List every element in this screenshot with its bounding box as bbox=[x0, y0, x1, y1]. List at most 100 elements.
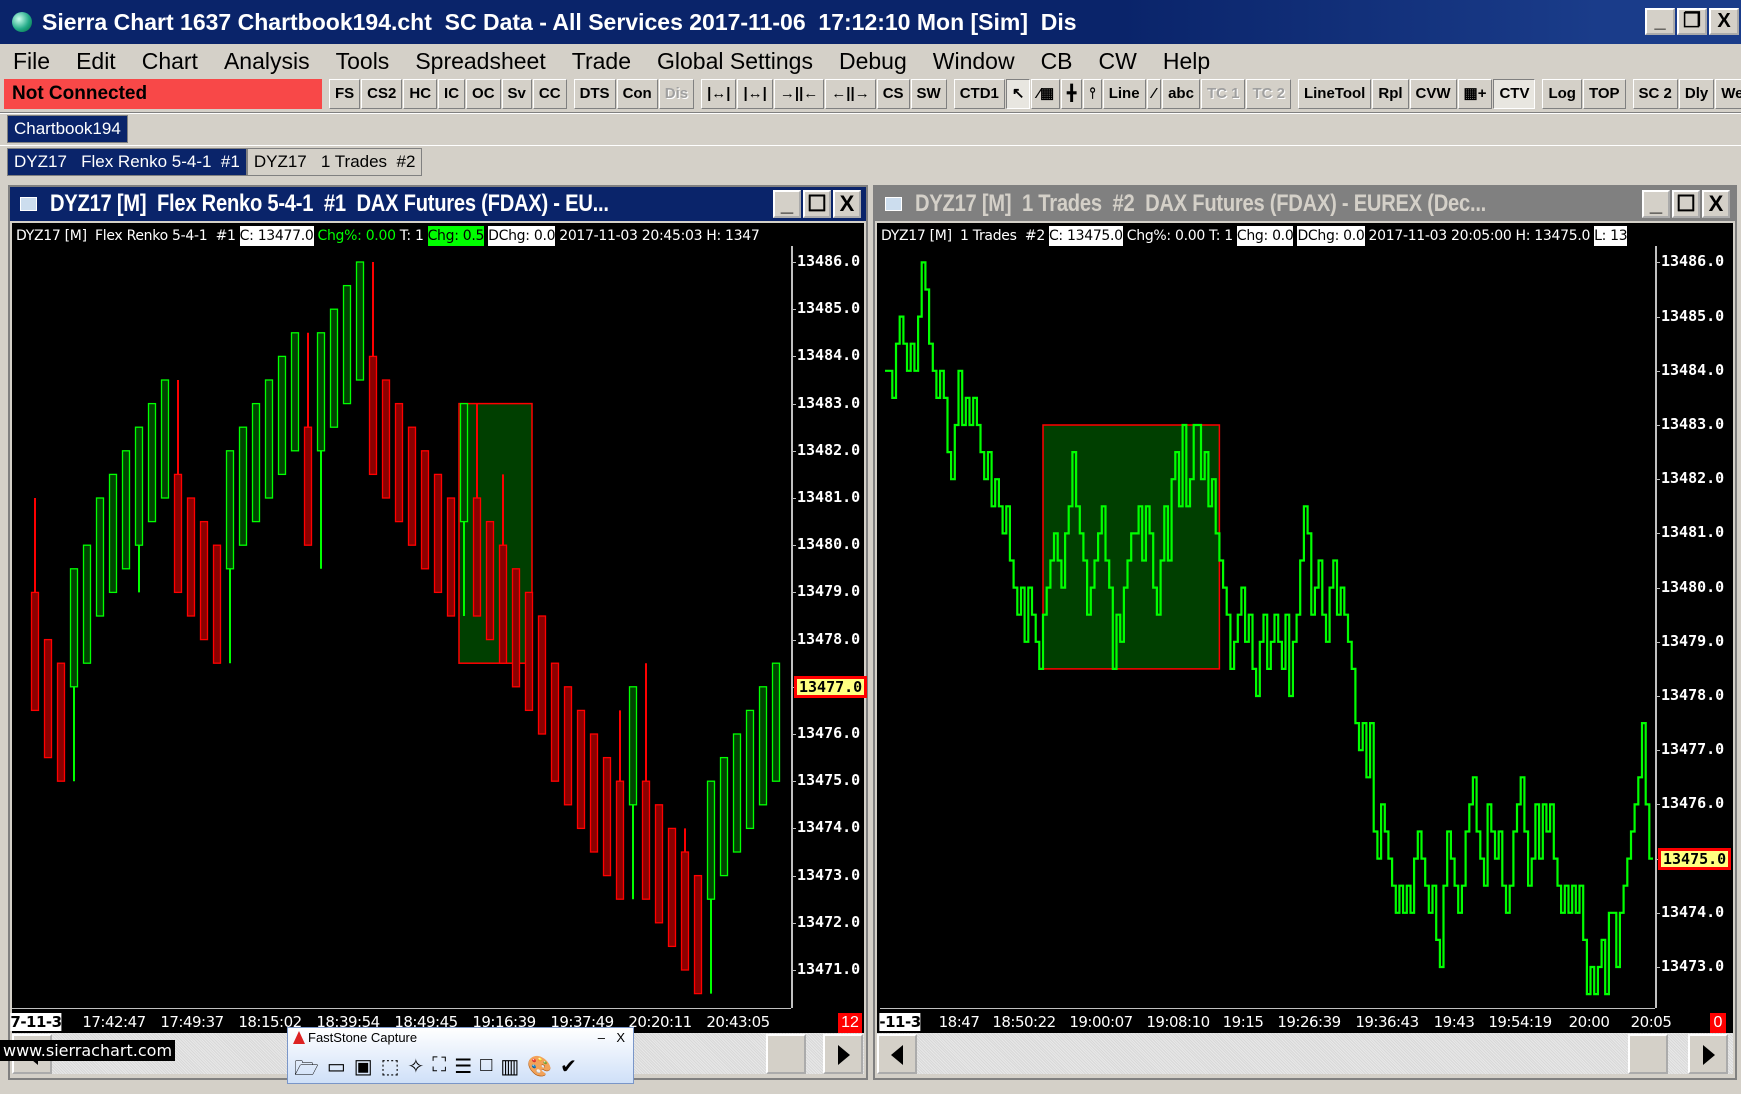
menu-edit[interactable]: Edit bbox=[63, 44, 129, 78]
candle-body bbox=[708, 781, 715, 899]
chart-window-1-title-bar[interactable]: DYZ17 [M] Flex Renko 5-4-1 #1 DAX Future… bbox=[10, 187, 866, 221]
toolbar-button-5[interactable]: Sv bbox=[502, 79, 532, 109]
open-file-icon[interactable]: 🗁 bbox=[294, 1054, 319, 1088]
toolbar-button-1[interactable]: CS2 bbox=[361, 79, 402, 109]
price-tick bbox=[1656, 967, 1660, 968]
sierra-chart-globe-icon bbox=[12, 12, 32, 32]
menu-cw[interactable]: CW bbox=[1086, 44, 1150, 78]
chart-2-minimize-button[interactable]: _ bbox=[1642, 190, 1670, 218]
chart-2-close-button[interactable]: X bbox=[1702, 190, 1730, 218]
toolbar-button-0[interactable]: FS bbox=[329, 79, 360, 109]
price-axis-label: 13484.0 bbox=[797, 346, 860, 364]
chart-2-scrollbar[interactable] bbox=[877, 1033, 1733, 1074]
toolbar-button-24[interactable]: Line bbox=[1103, 79, 1146, 109]
price-tick bbox=[792, 970, 796, 971]
toolbar-button-32[interactable]: CVW bbox=[1410, 79, 1457, 109]
toolbar-button-36[interactable]: Log bbox=[1542, 79, 1582, 109]
faststone-minimize-button[interactable]: – bbox=[598, 1028, 605, 1048]
faststone-title-bar[interactable]: FastStone Capture – X bbox=[288, 1028, 633, 1048]
toolbar-button-19[interactable]: CTD1 bbox=[954, 79, 1005, 109]
toolbar-button-13[interactable]: |↔| bbox=[737, 79, 772, 109]
menu-debug[interactable]: Debug bbox=[826, 44, 920, 78]
faststone-close-button[interactable]: X bbox=[616, 1028, 625, 1048]
palette-icon[interactable]: 🎨 bbox=[527, 1054, 552, 1088]
menu-global-settings[interactable]: Global Settings bbox=[644, 44, 826, 78]
toolbar-button-14[interactable]: →||← bbox=[774, 79, 824, 109]
toolbar-button-12[interactable]: |↔| bbox=[701, 79, 736, 109]
toolbar-button-33[interactable]: ▦+ bbox=[1458, 79, 1493, 109]
chart-2-scroll-left-button[interactable] bbox=[877, 1034, 917, 1074]
minimize-button[interactable]: _ bbox=[1645, 8, 1675, 35]
toolbar-button-6[interactable]: CC bbox=[533, 79, 567, 109]
arrow-right-icon bbox=[1703, 1045, 1715, 1065]
close-button[interactable]: X bbox=[1709, 8, 1739, 35]
chart-1-maximize-button[interactable]: ☐ bbox=[803, 190, 831, 218]
menu-cb[interactable]: CB bbox=[1028, 44, 1086, 78]
capture-scrolling-icon[interactable]: ☰ bbox=[454, 1054, 472, 1088]
toolbar-button-31[interactable]: Rpl bbox=[1372, 79, 1408, 109]
chart-window-2-title-bar[interactable]: DYZ17 [M] 1 Trades #2 DAX Futures (FDAX)… bbox=[875, 187, 1735, 221]
menu-analysis[interactable]: Analysis bbox=[211, 44, 323, 78]
menu-file[interactable]: File bbox=[0, 44, 63, 78]
chart-1-scroll-right-button[interactable] bbox=[823, 1034, 863, 1074]
capture-window-icon[interactable]: ▭ bbox=[327, 1054, 346, 1088]
toolbar-button-37[interactable]: TOP bbox=[1583, 79, 1626, 109]
chart-1-minimize-button[interactable]: _ bbox=[773, 190, 801, 218]
chart-tab-2[interactable]: DYZ17 1 Trades #2 bbox=[247, 148, 423, 176]
toolbar-button-28[interactable]: TC 2 bbox=[1246, 79, 1291, 109]
chart-2-maximize-button[interactable]: ☐ bbox=[1672, 190, 1700, 218]
candle-body bbox=[32, 592, 39, 710]
toolbar-button-9[interactable]: Con bbox=[617, 79, 658, 109]
menu-tools[interactable]: Tools bbox=[323, 44, 403, 78]
chartbook-tab[interactable]: Chartbook194 bbox=[7, 115, 128, 143]
capture-rectangle-icon[interactable]: ⬚ bbox=[381, 1054, 400, 1088]
capture-freehand-icon[interactable]: ✧ bbox=[408, 1054, 425, 1088]
price-tick bbox=[792, 781, 796, 782]
chart-1-close-button[interactable]: X bbox=[833, 190, 861, 218]
chart-2-plot[interactable] bbox=[880, 246, 1655, 1008]
toolbar-button-22[interactable]: ╋ bbox=[1061, 79, 1082, 109]
chart-1-scroll-thumb[interactable] bbox=[766, 1034, 806, 1074]
toolbar-button-39[interactable]: SC 2 bbox=[1633, 79, 1678, 109]
candle-body bbox=[188, 498, 195, 616]
toolbar-button-21[interactable]: ⁄▦ bbox=[1031, 79, 1060, 109]
toolbar-button-34[interactable]: CTV bbox=[1493, 79, 1535, 109]
capture-object-icon[interactable]: ▣ bbox=[354, 1054, 373, 1088]
toolbar-button-17[interactable]: SW bbox=[911, 79, 947, 109]
chart-1-plot[interactable] bbox=[12, 246, 791, 1008]
toolbar-button-2[interactable]: HC bbox=[403, 79, 437, 109]
price-tick bbox=[1656, 479, 1660, 480]
info-field: DChg: 0.0 bbox=[488, 226, 555, 246]
toolbar-button-27[interactable]: TC 1 bbox=[1201, 79, 1246, 109]
toolbar-button-25[interactable]: ⁄ bbox=[1147, 79, 1162, 109]
toolbar-button-10[interactable]: Dis bbox=[659, 79, 694, 109]
price-axis-label: 13483.0 bbox=[797, 394, 860, 412]
chart-tab-1[interactable]: DYZ17 Flex Renko 5-4-1 #1 bbox=[7, 148, 247, 176]
menu-spreadsheet[interactable]: Spreadsheet bbox=[402, 44, 558, 78]
toolbar-button-4[interactable]: OC bbox=[466, 79, 501, 109]
chart-2-scroll-thumb[interactable] bbox=[1628, 1034, 1668, 1074]
toolbar-button-16[interactable]: CS bbox=[877, 79, 910, 109]
toolbar-button-20[interactable]: ↖ bbox=[1006, 79, 1031, 109]
screen-recorder-icon[interactable]: ▥ bbox=[500, 1054, 519, 1088]
capture-fixed-region-icon[interactable]: □ bbox=[480, 1054, 492, 1088]
menu-help[interactable]: Help bbox=[1150, 44, 1223, 78]
toolbar-button-23[interactable]: ⫯ bbox=[1083, 79, 1102, 109]
info-field: H: 1347 bbox=[706, 226, 759, 246]
settings-checklist-icon[interactable]: ✔ bbox=[560, 1054, 577, 1088]
capture-fullscreen-icon[interactable]: ⛶ bbox=[432, 1054, 446, 1088]
toolbar-button-3[interactable]: IC bbox=[438, 79, 465, 109]
menu-window[interactable]: Window bbox=[920, 44, 1028, 78]
toolbar-button-8[interactable]: DTS bbox=[574, 79, 616, 109]
toolbar-button-26[interactable]: abc bbox=[1162, 79, 1200, 109]
toolbar-button-40[interactable]: Dly bbox=[1679, 79, 1714, 109]
sierrachart-watermark[interactable]: www.sierrachart.com bbox=[0, 1040, 175, 1061]
menu-trade[interactable]: Trade bbox=[559, 44, 644, 78]
restore-button[interactable]: ❐ bbox=[1677, 8, 1707, 35]
chart-2-time-axis-line bbox=[880, 1008, 1655, 1009]
chart-2-scroll-right-button[interactable] bbox=[1688, 1034, 1728, 1074]
toolbar-button-15[interactable]: ←||→ bbox=[825, 79, 875, 109]
toolbar-button-41[interactable]: We bbox=[1715, 79, 1741, 109]
menu-chart[interactable]: Chart bbox=[129, 44, 211, 78]
toolbar-button-30[interactable]: LineTool bbox=[1298, 79, 1371, 109]
